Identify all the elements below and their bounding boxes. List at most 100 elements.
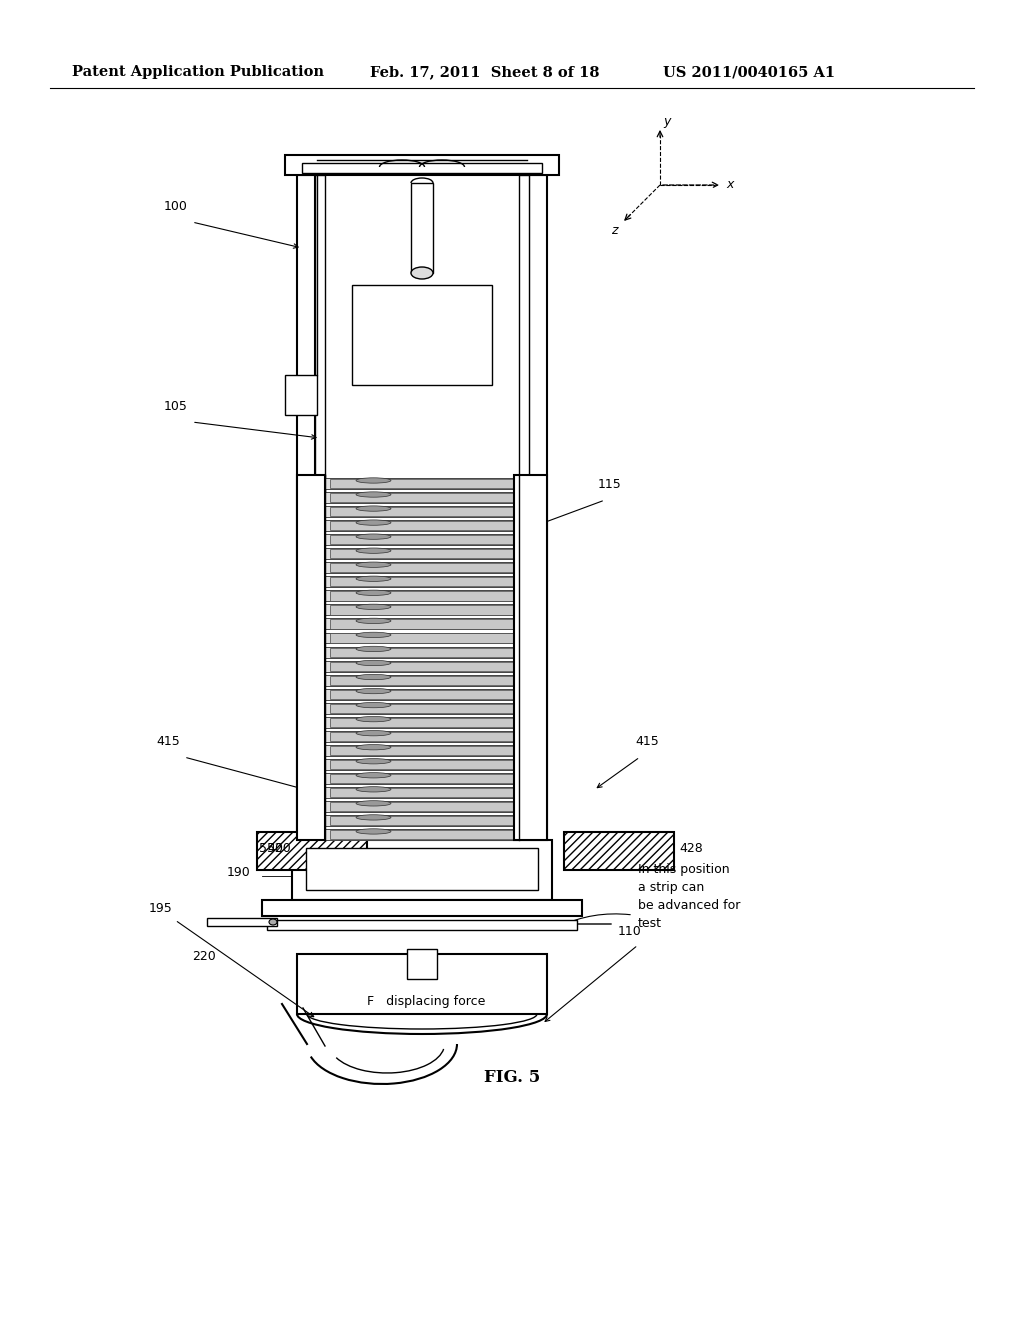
Ellipse shape: [356, 689, 391, 694]
Ellipse shape: [356, 632, 391, 638]
Ellipse shape: [356, 730, 391, 735]
Text: 550: 550: [259, 842, 283, 855]
Bar: [297, 176, 315, 840]
Bar: [330, 549, 529, 558]
Bar: [325, 814, 534, 826]
Bar: [330, 774, 529, 783]
Text: z: z: [610, 224, 617, 238]
Bar: [514, 475, 547, 840]
Bar: [330, 788, 529, 797]
Bar: [330, 731, 529, 741]
Bar: [325, 535, 534, 545]
Bar: [325, 520, 534, 531]
Bar: [330, 634, 529, 643]
Bar: [302, 162, 542, 173]
Bar: [330, 689, 529, 698]
Bar: [330, 803, 529, 810]
Bar: [330, 676, 529, 685]
Bar: [564, 832, 674, 870]
Bar: [257, 832, 367, 870]
Bar: [325, 478, 534, 488]
Text: 195: 195: [148, 902, 172, 915]
Text: 190: 190: [227, 866, 251, 879]
Bar: [325, 689, 534, 700]
Bar: [325, 717, 534, 727]
Text: In this position
a strip can
be advanced for
test: In this position a strip can be advanced…: [638, 863, 740, 931]
Bar: [330, 830, 529, 840]
Text: 415: 415: [157, 735, 180, 748]
Bar: [519, 176, 529, 495]
Bar: [325, 801, 534, 812]
Bar: [325, 731, 534, 742]
Text: 415: 415: [635, 735, 658, 748]
Ellipse shape: [356, 492, 391, 498]
Bar: [325, 675, 534, 685]
Bar: [297, 954, 547, 1014]
Ellipse shape: [356, 506, 391, 511]
Bar: [407, 949, 437, 979]
Ellipse shape: [356, 814, 391, 820]
Bar: [529, 176, 547, 840]
Ellipse shape: [356, 605, 391, 610]
Bar: [325, 660, 534, 672]
Bar: [330, 760, 529, 770]
Bar: [325, 774, 534, 784]
Ellipse shape: [356, 535, 391, 540]
Ellipse shape: [356, 744, 391, 750]
Text: 420: 420: [267, 842, 291, 855]
Bar: [267, 920, 577, 931]
Bar: [330, 479, 529, 488]
Ellipse shape: [356, 562, 391, 568]
Bar: [330, 704, 529, 713]
Text: 428: 428: [679, 842, 702, 855]
Text: F   displacing force: F displacing force: [367, 995, 485, 1008]
Bar: [325, 590, 534, 602]
Bar: [325, 562, 534, 573]
Bar: [330, 535, 529, 544]
Ellipse shape: [411, 267, 433, 279]
Bar: [352, 285, 492, 385]
Bar: [262, 900, 582, 916]
Bar: [330, 619, 529, 628]
Bar: [325, 619, 534, 630]
Ellipse shape: [269, 919, 278, 925]
Bar: [306, 847, 538, 890]
Bar: [325, 506, 534, 517]
Text: Patent Application Publication: Patent Application Publication: [72, 65, 324, 79]
Ellipse shape: [356, 478, 391, 483]
Ellipse shape: [356, 618, 391, 623]
Ellipse shape: [356, 647, 391, 652]
Text: 220: 220: [193, 950, 216, 964]
Ellipse shape: [356, 576, 391, 581]
Bar: [325, 702, 534, 714]
Ellipse shape: [356, 548, 391, 553]
Ellipse shape: [356, 829, 391, 834]
Bar: [315, 176, 325, 495]
Bar: [325, 577, 534, 587]
Bar: [285, 375, 317, 414]
Bar: [325, 492, 534, 503]
Bar: [325, 744, 534, 756]
Ellipse shape: [356, 787, 391, 792]
Bar: [325, 647, 534, 657]
Bar: [330, 718, 529, 727]
Bar: [330, 591, 529, 601]
Bar: [330, 564, 529, 573]
Bar: [330, 521, 529, 531]
Bar: [325, 759, 534, 770]
Bar: [330, 648, 529, 656]
Text: FIG. 5: FIG. 5: [484, 1069, 540, 1086]
Text: US 2011/0040165 A1: US 2011/0040165 A1: [663, 65, 836, 79]
Bar: [325, 829, 534, 840]
Bar: [292, 840, 552, 900]
Ellipse shape: [356, 717, 391, 722]
Bar: [285, 154, 559, 176]
Bar: [330, 606, 529, 615]
Bar: [207, 917, 278, 927]
Ellipse shape: [356, 590, 391, 595]
Text: 115: 115: [598, 478, 622, 491]
Bar: [325, 787, 534, 797]
Bar: [325, 548, 534, 560]
Bar: [325, 605, 534, 615]
Text: Feb. 17, 2011  Sheet 8 of 18: Feb. 17, 2011 Sheet 8 of 18: [370, 65, 599, 79]
